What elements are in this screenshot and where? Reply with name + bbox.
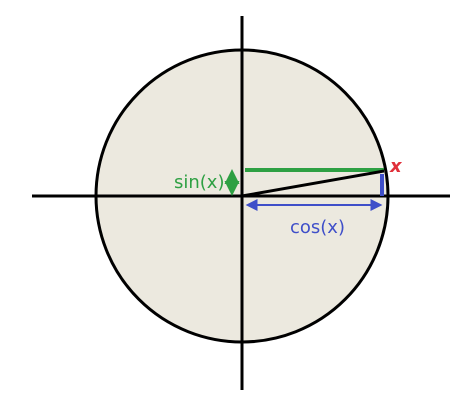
cos-label: cos(x) <box>290 217 345 238</box>
point-x-label: x <box>389 156 403 177</box>
radius-line <box>241 169 385 198</box>
sin-label: sin(x) <box>174 172 224 193</box>
